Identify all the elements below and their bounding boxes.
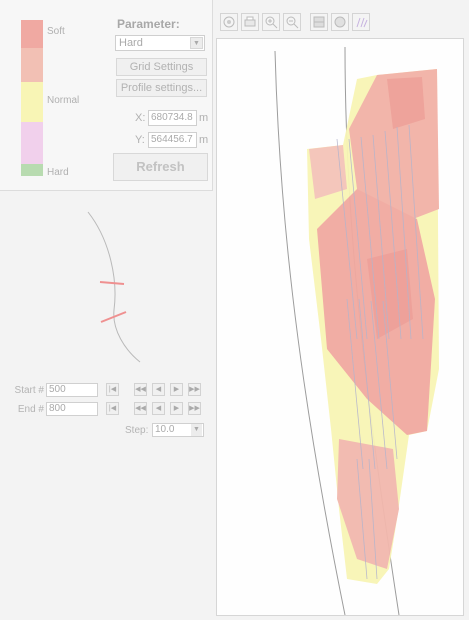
- start-last-button[interactable]: ▶▶: [188, 383, 201, 396]
- x-coordinate-unit: m: [199, 112, 209, 124]
- survey-heatmap: [307, 69, 439, 584]
- legend-panel: Soft Normal Hard Parameter: Hard ▼ Grid …: [0, 0, 213, 191]
- parameter-title: Parameter:: [117, 17, 180, 31]
- x-coordinate-label: X:: [135, 112, 146, 124]
- track-line-left: [274, 50, 346, 616]
- track-overview: [87, 211, 141, 363]
- profile-lines-icon[interactable]: [352, 13, 370, 31]
- print-icon[interactable]: [241, 13, 259, 31]
- end-first-button[interactable]: ◀◀: [134, 402, 147, 415]
- end-prev-button[interactable]: ◀: [152, 402, 165, 415]
- start-next-button[interactable]: ▶: [170, 383, 183, 396]
- step-value: 10.0: [155, 424, 175, 435]
- heatmap-patch-2: [367, 249, 413, 339]
- heatmap-soft-low: [337, 439, 399, 569]
- legend-swatch-mid-hard: [21, 122, 43, 164]
- y-coordinate-unit: m: [199, 134, 209, 146]
- zoom-in-icon[interactable]: [262, 13, 280, 31]
- map-view[interactable]: [216, 38, 464, 616]
- profile-settings-button[interactable]: Profile settings...: [116, 79, 207, 97]
- end-label: End #: [17, 404, 44, 415]
- layers-icon[interactable]: [331, 13, 349, 31]
- grid-settings-button[interactable]: Grid Settings: [116, 58, 207, 76]
- chevron-down-icon[interactable]: ▼: [190, 37, 203, 49]
- y-coordinate-field[interactable]: 564456.7: [148, 132, 197, 148]
- step-label: Step:: [125, 425, 149, 436]
- start-jump-button[interactable]: |◀: [106, 383, 119, 396]
- legend-swatch-normal: [21, 82, 43, 122]
- zoom-out-icon[interactable]: [283, 13, 301, 31]
- zoom-extent-icon[interactable]: [220, 13, 238, 31]
- grid-view-icon[interactable]: [310, 13, 328, 31]
- refresh-button[interactable]: Refresh: [113, 153, 208, 181]
- track-overview-line: [87, 211, 141, 363]
- start-field[interactable]: 500: [46, 383, 98, 397]
- end-last-button[interactable]: ▶▶: [188, 402, 201, 415]
- parameter-select-value: Hard: [119, 37, 143, 49]
- end-jump-button[interactable]: |◀: [106, 402, 119, 415]
- track-start-marker: [99, 281, 125, 285]
- legend-swatch-soft-mid: [21, 48, 43, 82]
- profile-lines: [336, 124, 424, 580]
- map-canvas[interactable]: [217, 39, 463, 616]
- legend-swatch-soft: [21, 20, 43, 48]
- legend-label-normal: Normal: [47, 95, 80, 106]
- track-end-marker: [100, 311, 127, 323]
- chevron-down-icon[interactable]: ▼: [191, 424, 202, 436]
- legend-label-soft: Soft: [47, 26, 65, 37]
- legend-label-hard: Hard: [47, 167, 69, 178]
- start-label: Start #: [14, 385, 44, 396]
- legend-swatch-hard: [21, 164, 43, 176]
- x-coordinate-field[interactable]: 680734.8: [148, 110, 197, 126]
- heatmap-patch-1: [309, 145, 347, 199]
- heatmap-patch-3: [387, 77, 425, 129]
- parameter-select[interactable]: Hard ▼: [115, 35, 205, 51]
- end-next-button[interactable]: ▶: [170, 402, 183, 415]
- end-field[interactable]: 800: [46, 402, 98, 416]
- start-first-button[interactable]: ◀◀: [134, 383, 147, 396]
- start-prev-button[interactable]: ◀: [152, 383, 165, 396]
- step-select[interactable]: 10.0 ▼: [152, 423, 204, 437]
- y-coordinate-label: Y:: [135, 134, 145, 146]
